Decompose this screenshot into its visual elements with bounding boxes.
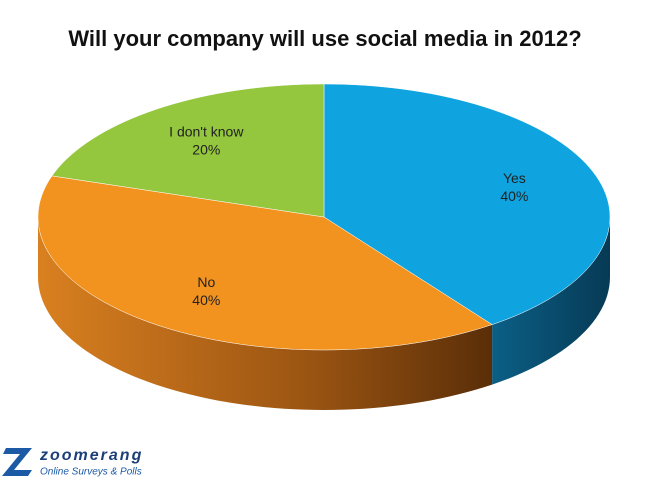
logo-icon bbox=[2, 448, 32, 476]
slice bbox=[37, 175, 493, 351]
slice bbox=[51, 83, 325, 218]
value-label: 40% bbox=[500, 188, 528, 204]
slice bbox=[323, 83, 611, 325]
value-label: 40% bbox=[192, 292, 220, 308]
logo-name: zoomerang bbox=[39, 447, 143, 464]
slice-label: Yes bbox=[503, 170, 526, 186]
value-label: 20% bbox=[192, 141, 220, 157]
chart-title: Will your company will use social media … bbox=[68, 26, 581, 51]
logo: zoomerang Online Surveys & Polls bbox=[2, 447, 143, 478]
slice-label: No bbox=[197, 274, 215, 290]
logo-tagline: Online Surveys & Polls bbox=[40, 467, 142, 478]
slice-side bbox=[492, 217, 610, 385]
slice-side bbox=[38, 217, 493, 410]
slice-label: I don't know bbox=[169, 123, 244, 139]
pie: Yes 40% No 40% I don't know 20% bbox=[37, 83, 611, 410]
